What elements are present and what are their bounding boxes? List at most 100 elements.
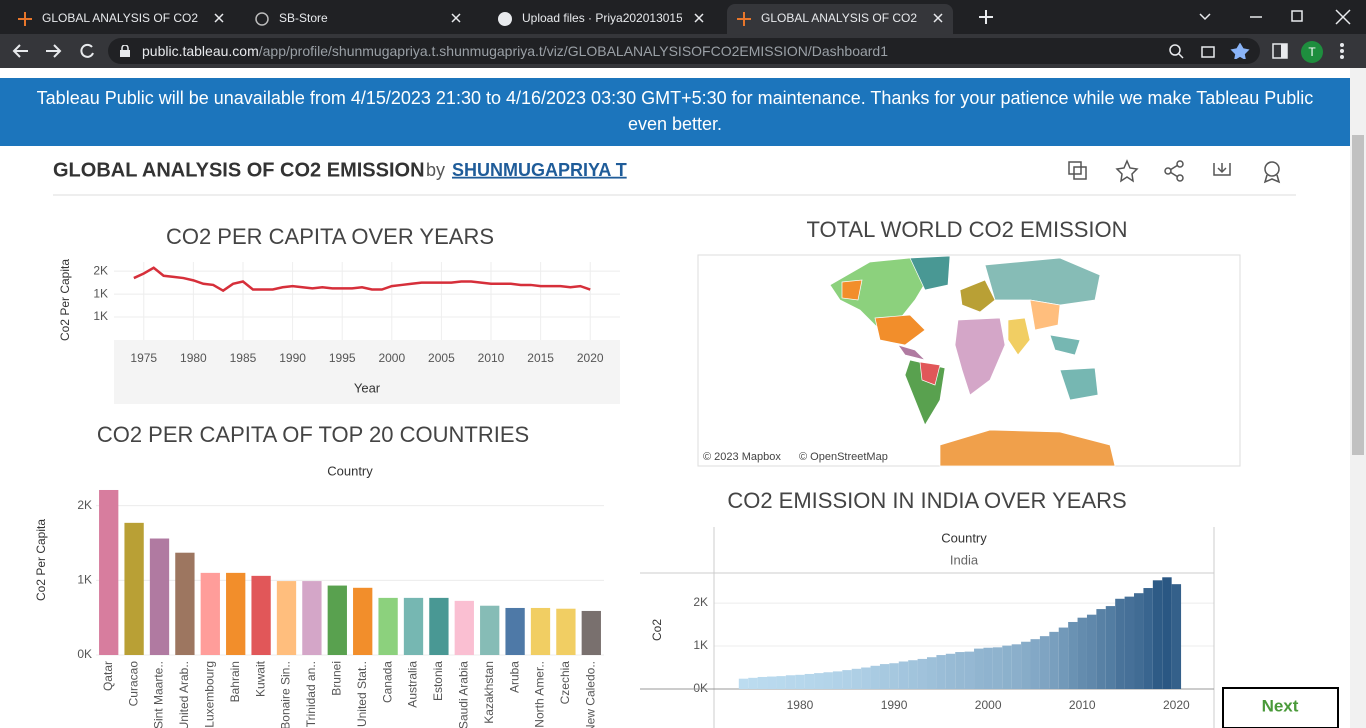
bar	[353, 587, 373, 655]
column	[814, 673, 824, 689]
profile[interactable]: T	[1300, 40, 1324, 64]
x-tick-label: 2000	[378, 351, 405, 365]
column	[955, 652, 965, 689]
panel-label: India	[950, 552, 979, 567]
menu[interactable]	[1339, 42, 1345, 60]
y-tick-label: 1K	[77, 573, 92, 587]
omnibox-icons[interactable]	[1168, 43, 1254, 59]
map-shapes	[829, 255, 1116, 467]
url-host: public.tableau.com	[142, 43, 259, 59]
column	[1021, 641, 1031, 689]
column	[1143, 588, 1153, 689]
scroll-thumb[interactable]	[1352, 135, 1364, 455]
bar	[302, 581, 322, 655]
side-panel[interactable]	[1272, 43, 1288, 59]
x-tick-label: New Caledo..	[583, 661, 597, 728]
column	[1105, 606, 1116, 689]
tab[interactable]: SB-Store	[245, 4, 471, 34]
column	[1171, 584, 1182, 689]
toolbar-icons[interactable]	[1068, 159, 1281, 184]
column	[983, 647, 993, 689]
column	[1134, 593, 1144, 689]
y-tick-label: 1K	[693, 638, 708, 652]
bar	[124, 522, 144, 655]
tab-close[interactable]	[451, 13, 461, 23]
x-tick-label: Qatar	[101, 661, 115, 691]
tab-icon	[255, 12, 269, 26]
tab-icon	[498, 12, 512, 26]
column	[823, 672, 833, 689]
y-tick-label: 2K	[93, 263, 108, 277]
line-series	[133, 266, 591, 293]
bar	[556, 608, 576, 655]
nav-buttons[interactable]	[12, 42, 102, 60]
by-label: by	[426, 160, 445, 180]
bar	[454, 600, 474, 655]
column	[804, 673, 815, 689]
column	[917, 658, 927, 689]
x-tick-label: Luxembourg	[202, 661, 216, 728]
x-tick-label: United Arab..	[177, 661, 191, 728]
x-tick-label: Australia	[406, 661, 420, 708]
url: public.tableau.com/app/profile/shunmugap…	[142, 38, 888, 64]
column	[1002, 645, 1012, 689]
x-tick-label: 1990	[279, 351, 306, 365]
y-tick-label: 2K	[77, 498, 92, 512]
x-tick-label: 2015	[527, 351, 554, 365]
column	[1039, 636, 1050, 689]
tab[interactable]: GLOBAL ANALYSIS OF CO2 EMISSI	[8, 4, 234, 34]
column	[936, 655, 946, 689]
column	[1086, 614, 1097, 689]
profile-initial: T	[1308, 45, 1316, 59]
column	[1058, 627, 1069, 689]
column	[795, 674, 805, 689]
dashboard-bg	[0, 146, 1350, 728]
column	[842, 670, 852, 689]
tab-strip: GLOBAL ANALYSIS OF CO2 EMISSI SB-Store U…	[0, 0, 1366, 34]
x-tick-label: Aruba	[507, 661, 521, 693]
column	[889, 663, 899, 689]
tab[interactable]: Upload files · Priya2020130151719	[488, 4, 714, 34]
maintenance-banner: Tableau Public will be unavailable from …	[0, 78, 1350, 146]
column	[1115, 598, 1125, 689]
tab-close[interactable]	[933, 13, 943, 23]
y-axis-label: Co2 Per Capita	[34, 519, 48, 601]
omnibox[interactable]: public.tableau.com/app/profile/shunmugap…	[108, 38, 1260, 64]
column	[992, 647, 1003, 689]
column	[1068, 621, 1078, 689]
next-label[interactable]: Next	[1262, 696, 1299, 715]
bar	[175, 552, 195, 655]
tab-title: GLOBAL ANALYSIS OF CO2 EMISSI	[42, 11, 202, 25]
tab-close[interactable]	[694, 13, 704, 23]
author-link[interactable]: SHUNMUGAPRIYA T	[452, 160, 627, 180]
x-tick-label: Saudi Arabia	[456, 661, 470, 728]
column	[785, 675, 796, 689]
tab-active[interactable]: GLOBAL ANALYSIS OF CO2 EMISS	[727, 4, 953, 34]
x-tick-label: 1980	[787, 698, 814, 712]
y-tick-label: 1K	[93, 309, 108, 323]
tab-close[interactable]	[214, 13, 224, 23]
x-tick-label: North Amer..	[533, 661, 547, 728]
x-tick-label: United Stat..	[355, 661, 369, 727]
next-button[interactable]	[1222, 687, 1339, 728]
x-tick-label: Sint Maarte..	[152, 661, 166, 728]
x-tick-label: Kazakhstan	[482, 661, 496, 724]
column	[1124, 596, 1135, 689]
map-title: TOTAL WORLD CO2 EMISSION	[806, 217, 1127, 242]
scrollbar[interactable]	[1350, 68, 1366, 728]
window-controls[interactable]	[1196, 8, 1356, 26]
lock-icon	[120, 45, 130, 57]
column	[1077, 617, 1087, 689]
bar	[403, 597, 424, 655]
y-tick-label: 0K	[77, 647, 92, 661]
bar	[99, 489, 119, 655]
map-credit[interactable]: © 2023 Mapbox	[703, 451, 781, 463]
tab-title: Upload files · Priya2020130151719	[522, 11, 682, 25]
x-tick-label: Kuwait	[253, 660, 267, 697]
new-tab[interactable]	[978, 9, 994, 25]
map-credit[interactable]: © OpenStreetMap	[799, 451, 888, 463]
x-tick-label: 1980	[180, 351, 207, 365]
chart-title: CO2 PER CAPITA OF TOP 20 COUNTRIES	[97, 422, 529, 447]
